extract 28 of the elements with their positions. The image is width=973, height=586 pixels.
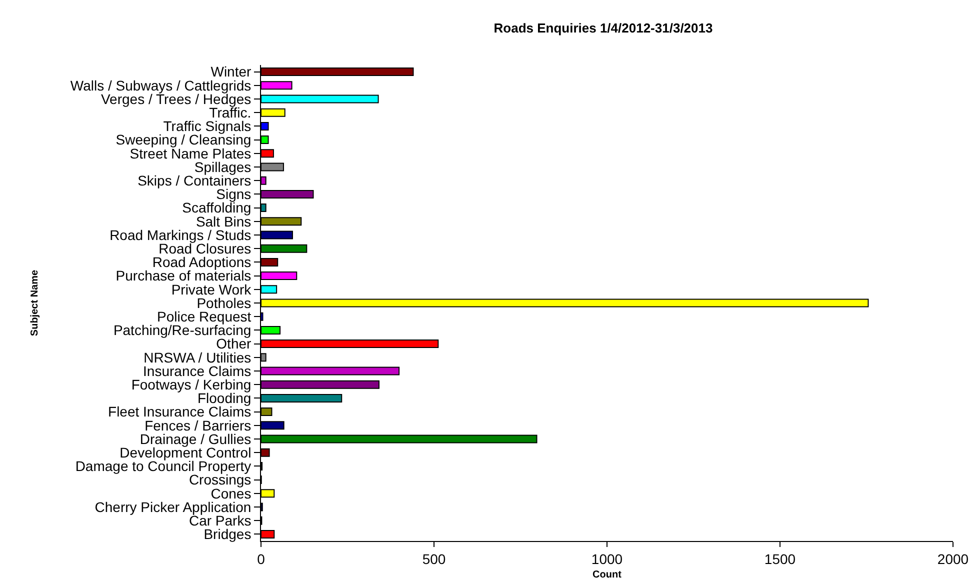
x-axis-title: Count	[592, 569, 622, 580]
y-tick-label: Insurance Claims	[143, 362, 252, 379]
y-tick-label: Bridges	[204, 526, 252, 542]
y-tick-label: Footways / Kerbing	[131, 376, 252, 392]
y-tick-label: Road Adoptions	[152, 254, 252, 270]
x-tick-label: 0	[257, 550, 266, 567]
y-axis-title: Subject Name	[29, 270, 40, 336]
y-tick-label: NRSWA / Utilities	[144, 349, 252, 366]
y-tick-label: Spillages	[194, 158, 252, 175]
y-tick-label: Purchase of materials	[116, 268, 252, 284]
x-tick-label: 500	[422, 550, 446, 567]
chart-title: Roads Enquiries 1/4/2012-31/3/2013	[494, 20, 713, 36]
y-tick-label: Damage to Council Property	[75, 458, 252, 474]
y-tick-label: Drainage / Gullies	[140, 430, 252, 447]
y-tick-label: Road Markings / Studs	[110, 226, 252, 243]
y-tick-label: Walls / Subways / Cattlegrids	[70, 77, 252, 94]
x-tick-label: 1000	[591, 550, 623, 567]
y-tick-label: Potholes	[196, 294, 252, 311]
x-tick-label: 1500	[764, 550, 796, 567]
y-tick-label: Private Work	[171, 281, 252, 298]
x-tick-label: 2000	[937, 550, 969, 567]
y-tick-label: Signs	[216, 186, 252, 202]
y-tick-label: Police Request	[157, 308, 252, 324]
y-tick-label: Fences / Barriers	[144, 417, 252, 434]
y-tick-label: Traffic Signals	[163, 118, 252, 134]
y-tick-label: Patching/Re-surfacing	[113, 322, 252, 338]
y-tick-label: Cherry Picker Application	[94, 498, 252, 515]
y-tick-label: Winter	[210, 64, 252, 80]
